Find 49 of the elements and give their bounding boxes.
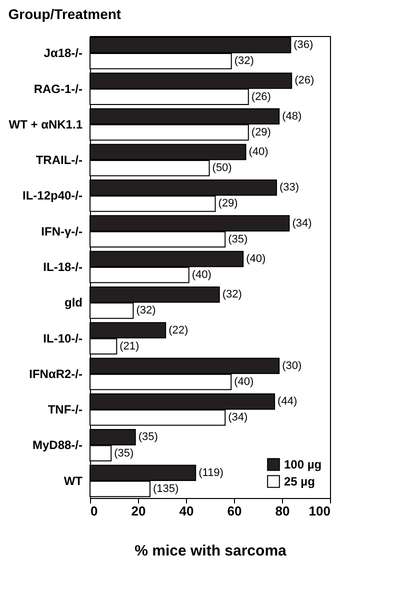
legend-label: 25 µg	[284, 474, 315, 488]
annotation: (35)	[138, 431, 158, 444]
x-tick-label: 0	[90, 504, 98, 518]
x-axis-title: % mice with sarcoma	[134, 542, 288, 560]
y-tick-label: WT	[64, 474, 84, 488]
annotation: (30)	[282, 360, 302, 372]
annotation: (21)	[120, 340, 140, 352]
annotation: (35)	[114, 447, 134, 460]
annotation: (40)	[192, 269, 212, 282]
x-tick-label: 80	[275, 504, 290, 518]
x-tick-label: 40	[179, 504, 194, 518]
x-tick-label: 100	[308, 504, 330, 518]
annotation: (22)	[168, 324, 188, 336]
annotation: (32)	[222, 288, 242, 301]
annotation: (50)	[212, 162, 232, 174]
annotation: (34)	[292, 217, 312, 230]
legend-label: 100 µg	[284, 458, 322, 472]
annotation: (26)	[294, 74, 314, 87]
annotation: (40)	[234, 376, 254, 388]
y-tick-label: TRAIL-/-	[36, 153, 82, 168]
y-tick-label: IL-12p40-/-	[22, 188, 82, 203]
x-tick-label: 60	[227, 504, 242, 518]
annotation: (29)	[218, 198, 238, 210]
y-tick-label: TNF-/-	[48, 402, 82, 417]
y-tick-label: IL-18-/-	[43, 260, 82, 274]
annotation: (44)	[278, 396, 298, 408]
annotation: (119)	[198, 466, 224, 479]
annotation: (135)	[153, 482, 179, 495]
annotation: (26)	[251, 90, 271, 103]
annotation: (33)	[279, 182, 300, 194]
x-tick-label: 20	[131, 504, 146, 518]
y-tick-label: IFNαR2-/-	[29, 366, 82, 381]
chart-title: Group/Treatment	[8, 6, 122, 22]
y-tick-label: RAG-1-/-	[34, 82, 82, 96]
y-tick-label: MyD88-/-	[32, 438, 82, 452]
annotation: (35)	[228, 233, 248, 246]
annotation: (34)	[228, 412, 248, 424]
annotation: (29)	[251, 126, 271, 138]
annotation: (48)	[282, 110, 302, 122]
annotation: (40)	[248, 146, 268, 158]
y-tick-label: IL-10-/-	[43, 331, 82, 346]
annotation: (36)	[294, 39, 314, 52]
annotation: (40)	[246, 252, 266, 265]
y-tick-label: IFN-γ-/-	[41, 224, 82, 238]
annotation: (32)	[136, 304, 156, 317]
y-tick-label: Jα18-/-	[44, 46, 82, 60]
annotation: (32)	[234, 55, 254, 68]
y-tick-label: WT + αNK1.1	[8, 117, 83, 132]
y-tick-label: gld	[64, 296, 82, 310]
